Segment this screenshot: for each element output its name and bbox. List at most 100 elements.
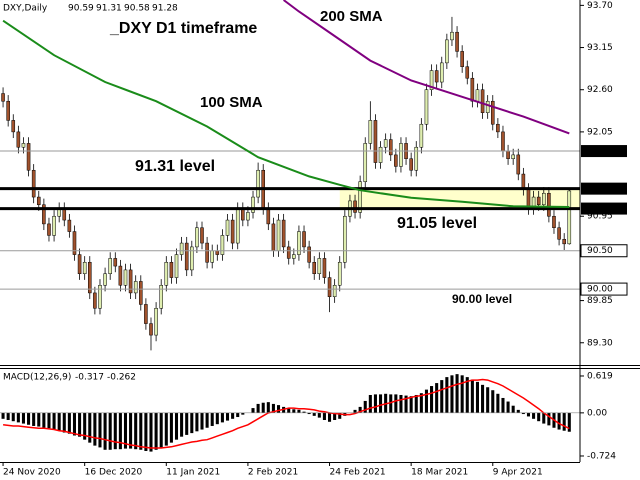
ohlc-high: 91.31 xyxy=(96,4,122,14)
macd-bar xyxy=(108,412,112,450)
macd-bar xyxy=(52,412,56,430)
macd-bar xyxy=(322,412,326,421)
candle-body xyxy=(144,304,148,324)
macd-bar xyxy=(123,412,128,449)
macd-bar xyxy=(11,412,15,422)
candle-body xyxy=(21,143,26,148)
candle-body xyxy=(434,70,439,83)
macd-bar xyxy=(542,412,546,424)
candle-body xyxy=(159,285,163,309)
candle-body xyxy=(506,150,510,159)
macd-bar xyxy=(1,412,5,419)
macd-bar xyxy=(215,412,219,425)
macd-bar xyxy=(302,411,306,413)
candle-body xyxy=(327,277,332,298)
macd-bar xyxy=(414,394,418,413)
candle-body xyxy=(373,120,378,163)
macd-bar xyxy=(144,412,148,451)
candle-body xyxy=(103,273,107,286)
y-tick-label: 89.30 xyxy=(587,338,613,348)
macd-bar xyxy=(532,412,536,419)
candle-body xyxy=(113,258,118,267)
candle-body xyxy=(450,31,454,41)
x-tick-label: 18 Mar 2021 xyxy=(411,468,468,478)
candle-body xyxy=(47,223,51,236)
macd-bar xyxy=(486,387,490,413)
level-box xyxy=(580,282,628,296)
macd-bar xyxy=(113,412,117,450)
macd-bar xyxy=(333,412,337,421)
candle-body xyxy=(317,258,322,275)
macd-bar xyxy=(379,394,383,413)
candle-body xyxy=(241,208,245,221)
macd-bar xyxy=(139,412,143,450)
candle-body xyxy=(439,62,444,83)
level-band xyxy=(339,188,580,209)
candle-body xyxy=(496,123,500,133)
macd-bar xyxy=(42,412,46,428)
candle-body xyxy=(139,281,143,305)
y-tick-label: 0.00 xyxy=(587,408,607,418)
level-box xyxy=(581,145,627,158)
candle-body xyxy=(190,246,194,271)
candle-body xyxy=(470,77,475,102)
moving-average xyxy=(282,0,570,135)
macd-bar xyxy=(78,412,82,437)
macd-bar xyxy=(164,412,168,446)
annotation: 90.00 level xyxy=(452,292,512,306)
macd-bar xyxy=(404,395,408,413)
macd-bar xyxy=(481,384,485,413)
candle-body xyxy=(215,250,220,255)
macd-bar xyxy=(251,408,255,413)
candle-body xyxy=(485,100,490,113)
macd-bar xyxy=(231,412,235,419)
macd-bar xyxy=(72,412,77,436)
candle-body xyxy=(480,89,485,113)
macd-bar xyxy=(241,412,245,415)
candle-body xyxy=(358,181,362,213)
macd-bar xyxy=(154,412,158,450)
macd-bar xyxy=(435,383,439,413)
x-tick-label: 2 Feb 2021 xyxy=(248,468,298,478)
candle-body xyxy=(169,261,174,278)
candle-body xyxy=(368,120,373,144)
candle-body xyxy=(511,154,515,159)
candle-body xyxy=(332,285,337,298)
macd-bar xyxy=(185,412,189,435)
candle-body xyxy=(77,254,82,275)
macd-bar xyxy=(103,412,107,450)
ohlc-close: 91.28 xyxy=(152,4,178,14)
macd-bar xyxy=(93,412,97,446)
candle-body xyxy=(72,231,77,255)
macd-bar xyxy=(307,412,311,415)
macd-bar xyxy=(220,412,224,423)
macd-bar xyxy=(373,394,377,413)
level-box xyxy=(580,244,628,258)
macd-bar xyxy=(455,374,459,413)
y-tick-label: 92.60 xyxy=(587,85,613,95)
macd-bar xyxy=(32,412,36,426)
macd-bar xyxy=(174,412,179,440)
candle-body xyxy=(11,120,16,133)
macd-bar xyxy=(358,406,362,413)
candle-body xyxy=(133,281,138,294)
macd-bar xyxy=(409,396,413,413)
macd-bar xyxy=(134,412,138,450)
y-tick-label: 92.05 xyxy=(587,127,613,137)
candle-body xyxy=(184,242,189,271)
candle-body xyxy=(98,285,102,309)
level-label: 91.80 xyxy=(587,147,613,157)
macd-bar xyxy=(521,412,525,415)
macd-bar xyxy=(557,412,561,430)
annotation: _DXY D1 timeframe xyxy=(109,20,257,37)
candle-body xyxy=(235,208,240,244)
macd-bar xyxy=(562,412,566,431)
macd-bar xyxy=(180,412,184,437)
candle-body xyxy=(353,200,357,213)
macd-bar xyxy=(149,412,153,452)
macd-bar xyxy=(21,412,25,424)
candle-body xyxy=(312,261,317,274)
overlay: DXY,Daily 90.59 91.31 90.58 91.28 _DXY D… xyxy=(3,4,512,383)
candle-body xyxy=(429,70,434,90)
candle-body xyxy=(36,196,41,205)
